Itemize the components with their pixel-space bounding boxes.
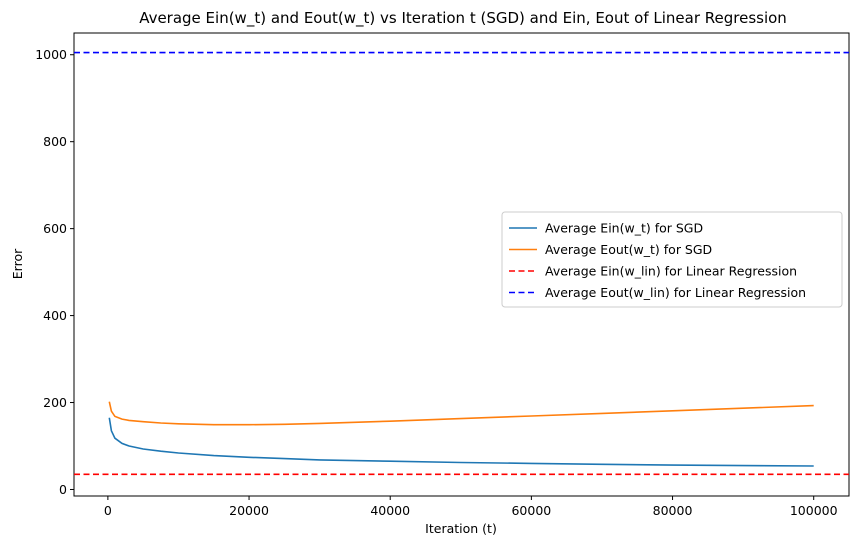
legend-label-1: Average Eout(w_t) for SGD — [545, 242, 712, 257]
x-axis-label: Iteration (t) — [425, 521, 497, 536]
y-tick-label-5: 1000 — [35, 47, 67, 62]
x-tick-label-3: 60000 — [511, 503, 551, 518]
legend-label-3: Average Eout(w_lin) for Linear Regressio… — [545, 285, 806, 300]
y-tick-label-2: 400 — [43, 308, 67, 323]
x-tick-label-5: 100000 — [790, 503, 838, 518]
y-tick-label-3: 600 — [43, 221, 67, 236]
legend-label-2: Average Ein(w_lin) for Linear Regression — [545, 264, 797, 279]
legend-frame — [501, 211, 843, 308]
x-tick-label-0: 0 — [104, 503, 112, 518]
y-tick-label-4: 800 — [43, 134, 67, 149]
series-line-1 — [108, 401, 814, 426]
x-tick-label-2: 40000 — [370, 503, 410, 518]
y-tick-label-0: 0 — [59, 482, 67, 497]
legend-label-0: Average Ein(w_t) for SGD — [545, 221, 703, 236]
x-tick-label-1: 20000 — [229, 503, 269, 518]
legend: Average Ein(w_t) for SGD Average Eout(w_t… — [501, 211, 843, 308]
y-axis: 0 200 400 600 800 1000 — [35, 47, 74, 497]
plot-area — [73, 32, 850, 497]
y-axis-label: Error — [10, 248, 25, 279]
chart-marks — [74, 51, 849, 476]
series-line-0 — [108, 417, 814, 467]
x-tick-label-4: 80000 — [653, 503, 693, 518]
chart-title: Average Ein(w_t) and Eout(w_t) vs Iterat… — [139, 9, 787, 28]
x-axis: 0 20000 40000 60000 80000 100000 — [104, 496, 838, 518]
y-tick-label-1: 200 — [43, 395, 67, 410]
